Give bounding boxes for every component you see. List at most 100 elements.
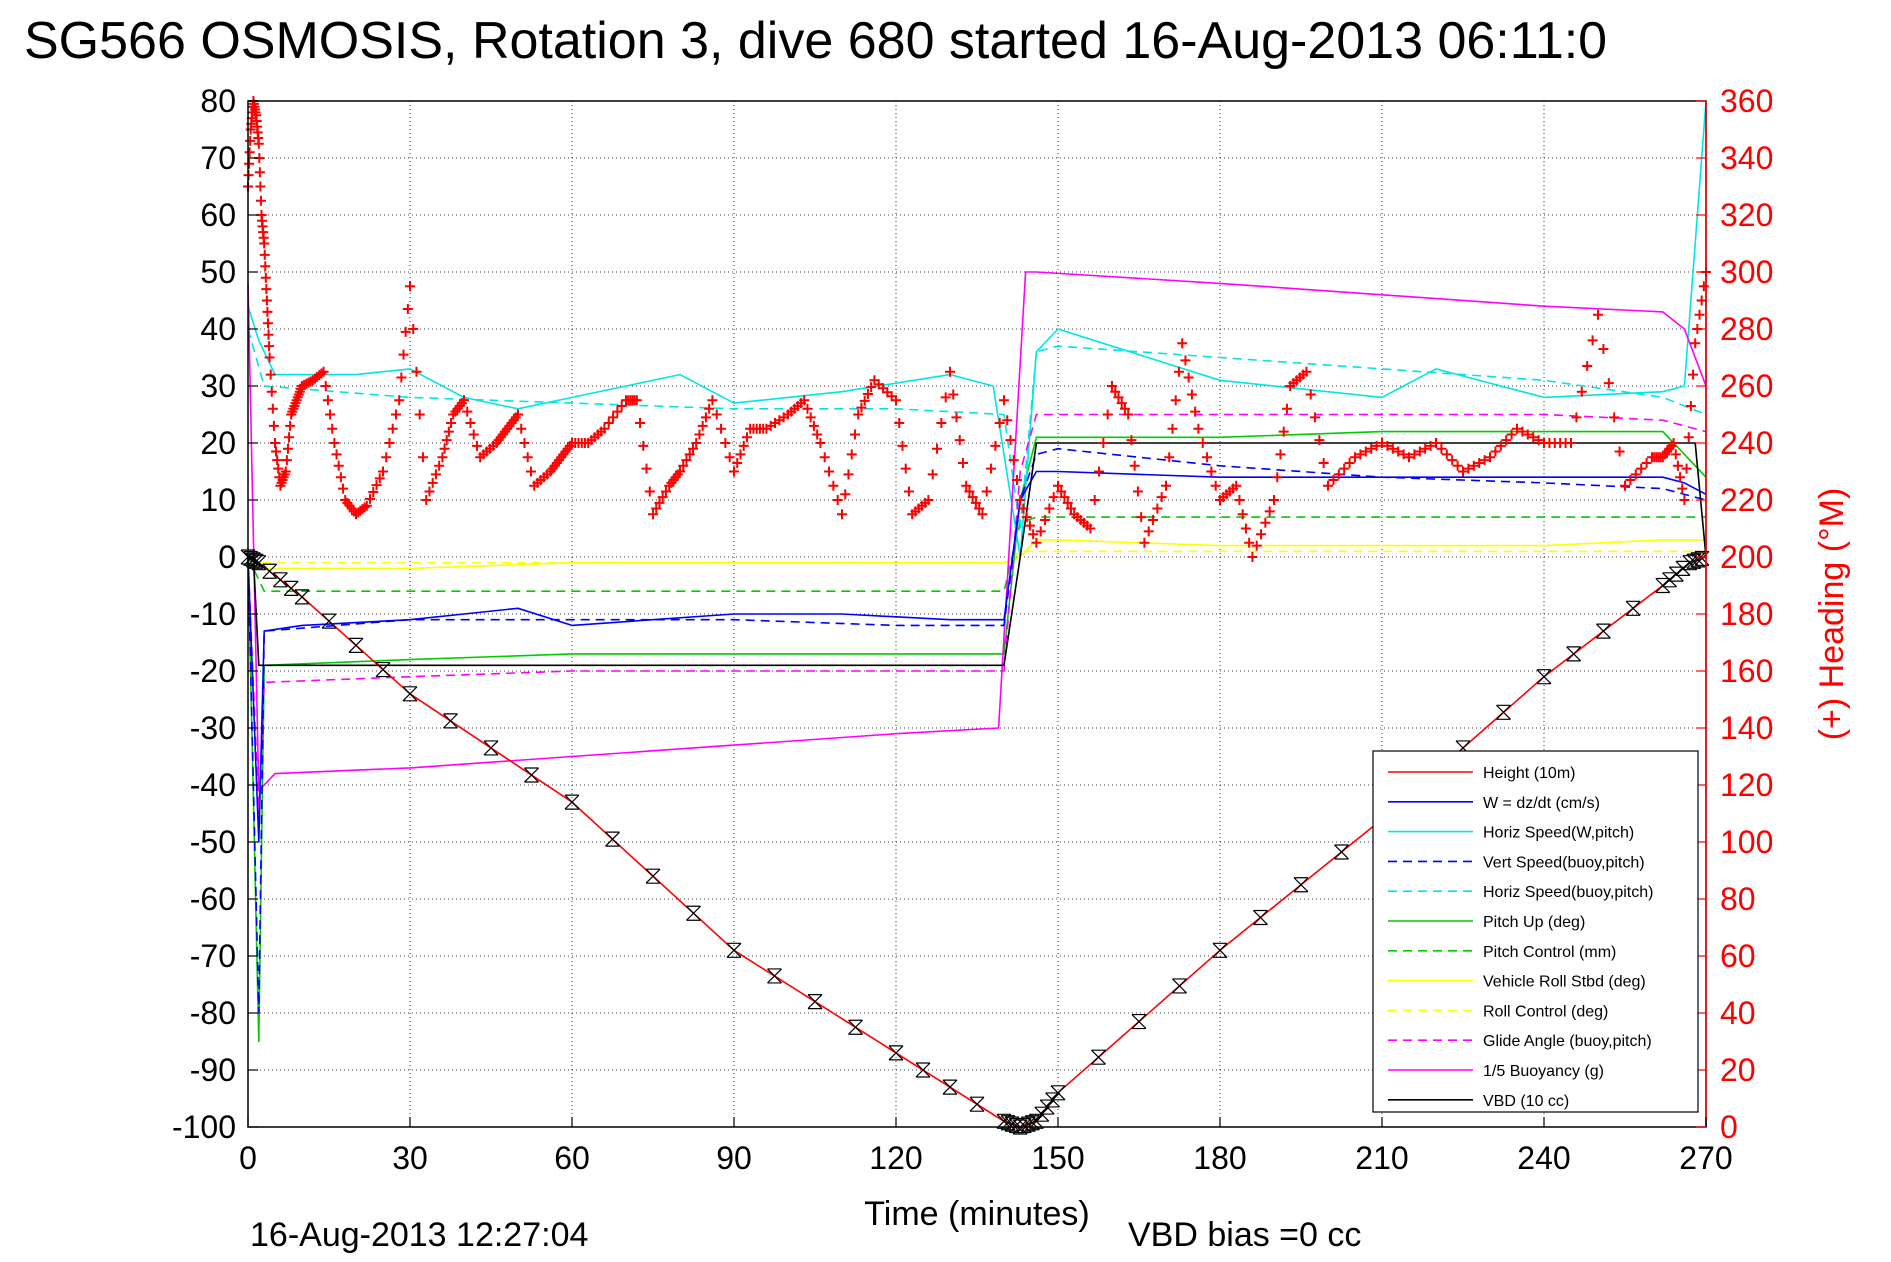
height-marker xyxy=(294,589,310,605)
heading-marker xyxy=(948,389,959,400)
height-marker xyxy=(1455,740,1471,756)
heading-marker xyxy=(1035,526,1046,537)
heading-marker xyxy=(951,412,962,423)
x-axis-ticks: 0 30 60 90 120 150 180 210 240 270 xyxy=(239,1117,1733,1176)
heading-marker xyxy=(954,435,965,446)
heading-marker xyxy=(414,409,425,420)
heading-marker xyxy=(262,306,273,317)
heading-marker xyxy=(1275,449,1286,460)
y-axis-ticks: 80 70 60 50 40 30 20 10 0 -10 -20 -30 -40 -50 -60 -70 -8… xyxy=(172,83,258,1145)
x-tick-label: 90 xyxy=(716,1140,752,1176)
height-marker xyxy=(321,613,337,629)
heading-marker xyxy=(1177,338,1188,349)
heading-marker xyxy=(716,423,727,434)
heading-marker xyxy=(1136,512,1147,523)
heading-marker xyxy=(446,418,457,429)
heading-marker xyxy=(1113,392,1124,403)
x-tick-label: 240 xyxy=(1517,1140,1570,1176)
heading-marker xyxy=(1190,406,1201,417)
heading-marker xyxy=(371,480,382,491)
heading-marker xyxy=(1436,443,1447,454)
heading-marker xyxy=(957,457,968,468)
heading-marker xyxy=(927,469,938,480)
heading-marker xyxy=(1237,509,1248,520)
heading-marker xyxy=(1148,514,1159,525)
y2-tick-label: 160 xyxy=(1720,653,1773,689)
height-marker xyxy=(1675,560,1691,576)
height-marker xyxy=(1690,552,1706,568)
heading-marker xyxy=(1085,523,1096,534)
heading-marker xyxy=(285,420,296,431)
heading-marker xyxy=(390,409,401,420)
height-marker xyxy=(1212,942,1228,958)
heading-marker xyxy=(903,486,914,497)
heading-marker xyxy=(1474,457,1485,468)
heading-marker xyxy=(819,452,830,463)
heading-marker xyxy=(849,429,860,440)
height-marker xyxy=(767,968,782,984)
heading-marker xyxy=(1065,503,1076,514)
heading-marker xyxy=(471,440,482,451)
heading-marker xyxy=(1011,475,1022,486)
heading-marker xyxy=(1028,529,1039,540)
heading-marker xyxy=(1404,452,1414,463)
heading-marker xyxy=(519,438,530,448)
heading-marker xyxy=(1040,514,1051,525)
y-tick-label: -30 xyxy=(190,710,236,746)
heading-marker xyxy=(837,509,847,520)
heading-marker xyxy=(1355,449,1366,460)
heading-marker xyxy=(1506,429,1517,440)
height-marker xyxy=(645,868,661,884)
heading-marker xyxy=(253,138,264,149)
heading-marker xyxy=(365,493,376,504)
x-tick-label: 180 xyxy=(1193,1140,1246,1176)
heading-marker xyxy=(430,469,441,480)
series-line xyxy=(247,447,1707,1014)
heading-marker xyxy=(1305,389,1316,400)
y-tick-label: 80 xyxy=(200,83,236,119)
heading-marker xyxy=(654,497,665,508)
heading-marker xyxy=(1528,432,1539,443)
heading-marker xyxy=(1107,381,1117,391)
heading-marker xyxy=(735,449,746,460)
height-marker xyxy=(1020,1116,1036,1132)
height-marker xyxy=(272,572,288,588)
heading-marker xyxy=(651,503,662,514)
height-marker xyxy=(251,555,267,571)
heading-marker xyxy=(434,460,445,471)
heading-marker xyxy=(644,486,655,497)
heading-marker xyxy=(638,440,649,451)
height-marker xyxy=(969,1096,985,1112)
heading-marker xyxy=(1251,540,1262,551)
legend-entry: 1/5 Buoyancy (g) xyxy=(1483,1063,1604,1080)
heading-marker xyxy=(384,438,395,448)
heading-markers xyxy=(243,96,1711,562)
height-marker xyxy=(443,713,458,729)
y2-tick-label: 300 xyxy=(1720,254,1773,290)
heading-marker xyxy=(1021,512,1032,523)
heading-marker xyxy=(1269,495,1279,505)
heading-marker xyxy=(1173,366,1184,377)
series-line xyxy=(247,539,1706,570)
heading-marker xyxy=(267,403,278,414)
heading-marker xyxy=(260,261,271,272)
height-marker xyxy=(996,1113,1012,1129)
height-marker xyxy=(1008,1117,1024,1134)
heading-marker xyxy=(268,420,279,431)
heading-marker xyxy=(799,395,810,406)
heading-marker xyxy=(333,460,344,471)
y-tick-label: 20 xyxy=(200,425,236,461)
heading-marker xyxy=(262,318,273,329)
heading-marker xyxy=(675,466,685,477)
height-marker xyxy=(888,1045,904,1061)
height-marker xyxy=(1668,566,1684,582)
heading-marker xyxy=(1447,455,1458,466)
heading-marker xyxy=(1672,460,1683,471)
heading-marker xyxy=(707,395,718,406)
height-marker xyxy=(1091,1049,1106,1065)
height-marker xyxy=(262,563,278,579)
height-marker xyxy=(1682,555,1698,571)
height-marker xyxy=(1004,1116,1020,1132)
heading-marker xyxy=(612,406,623,417)
heading-marker xyxy=(853,409,864,420)
